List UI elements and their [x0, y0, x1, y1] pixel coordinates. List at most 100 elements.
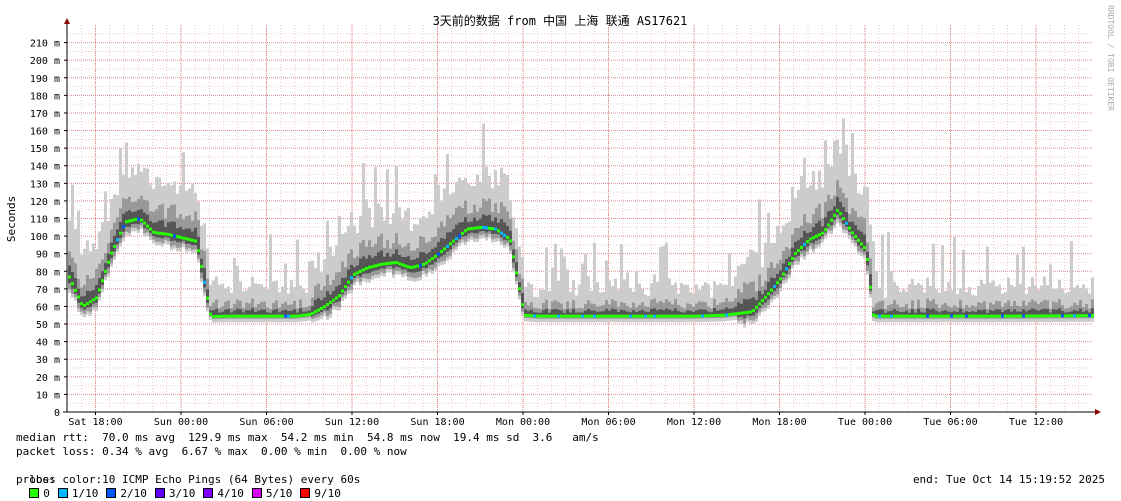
- smoke-band: [527, 282, 530, 322]
- smoke-band: [215, 308, 218, 318]
- median-mark: [959, 314, 962, 318]
- smoke-band: [929, 309, 932, 318]
- median-mark: [794, 251, 797, 255]
- smoke-band: [1055, 309, 1058, 318]
- smoke-band: [98, 278, 101, 294]
- smoke-band: [155, 222, 158, 238]
- smoke-band: [449, 232, 452, 250]
- median-mark: [551, 314, 554, 318]
- median-mark: [575, 314, 578, 318]
- smoke-band: [845, 144, 848, 234]
- smoke-band: [557, 309, 560, 318]
- median-mark: [710, 314, 713, 318]
- smoke-band: [953, 311, 956, 318]
- median-mark: [560, 314, 563, 318]
- smoke-band: [446, 232, 449, 252]
- grid: [67, 25, 1093, 412]
- smoke-band: [254, 283, 257, 323]
- median-mark: [1004, 314, 1007, 318]
- median-mark: [470, 227, 473, 231]
- median-mark: [281, 314, 284, 318]
- smoke-band: [134, 211, 137, 224]
- median-mark: [713, 314, 716, 318]
- y-tick-label: 170 m: [30, 109, 60, 120]
- median-mark: [341, 289, 344, 293]
- smoke-band: [482, 214, 485, 231]
- smoke-band: [341, 277, 344, 295]
- smoke-band: [920, 284, 923, 323]
- smoke-band: [722, 309, 725, 317]
- median-mark: [206, 296, 209, 300]
- smoke-band: [263, 309, 266, 318]
- median-mark: [362, 268, 365, 272]
- smoke-band: [407, 256, 410, 272]
- smoke-band: [467, 183, 470, 242]
- smoke-band: [671, 284, 674, 323]
- smoke-band: [368, 255, 371, 274]
- smoke-band: [962, 249, 965, 323]
- median-mark: [377, 263, 380, 267]
- median-mark: [947, 314, 950, 318]
- smoke-band: [998, 309, 1001, 318]
- smoke-band: [812, 171, 815, 253]
- y-tick-label: 40 m: [36, 338, 60, 349]
- smoke-band: [308, 261, 311, 321]
- smoke-band: [650, 308, 653, 318]
- smoke-band: [674, 308, 677, 318]
- smoke-band: [296, 239, 299, 323]
- smoke-band: [83, 296, 86, 310]
- smoke-band: [656, 310, 659, 318]
- median-mark: [725, 313, 728, 317]
- median-mark: [686, 314, 689, 318]
- smoke-band: [548, 291, 551, 323]
- median-mark: [83, 303, 86, 307]
- smoke-band: [125, 142, 128, 236]
- median-mark: [743, 311, 746, 315]
- smoke-band: [563, 256, 566, 323]
- median-mark: [971, 314, 974, 318]
- smoke-band: [869, 274, 872, 291]
- smoke-band: [227, 309, 230, 318]
- median-mark: [854, 235, 857, 239]
- y-tick-label: 70 m: [36, 285, 60, 296]
- median-mark: [980, 314, 983, 318]
- smoke-band: [728, 253, 731, 321]
- median-mark: [644, 314, 647, 318]
- median-mark: [809, 237, 812, 241]
- median-mark: [962, 314, 965, 318]
- median-mark: [1040, 314, 1043, 318]
- median-mark: [779, 277, 782, 281]
- y-axis-arrow: [64, 18, 70, 24]
- smoke-band: [218, 284, 221, 323]
- smoke-band: [1058, 308, 1061, 318]
- median-mark: [512, 255, 515, 259]
- median-mark: [815, 234, 818, 238]
- median-mark: [890, 314, 893, 318]
- smoke-band: [719, 283, 722, 322]
- smoke-band: [902, 289, 905, 323]
- median-mark: [92, 298, 95, 302]
- smoke-band: [659, 309, 662, 318]
- median-mark: [587, 314, 590, 318]
- smoke-band: [821, 187, 824, 243]
- smoke-band: [560, 310, 563, 318]
- median-mark: [611, 314, 614, 318]
- smoke-band: [854, 173, 857, 247]
- smoke-band: [320, 300, 323, 312]
- smoke-band: [71, 272, 74, 289]
- smoke-band: [881, 309, 884, 318]
- smoke-band: [578, 284, 581, 323]
- median-mark: [989, 314, 992, 318]
- smoke-band: [386, 252, 389, 267]
- smoke-band: [203, 268, 206, 288]
- y-tick-label: 140 m: [30, 162, 60, 173]
- smoke-band: [1043, 308, 1046, 318]
- smoke-band: [1013, 309, 1016, 318]
- smoke-band: [284, 263, 287, 323]
- smoke-band: [335, 286, 338, 303]
- median-mark: [773, 284, 776, 288]
- median-mark: [1022, 314, 1025, 318]
- median-mark: [620, 314, 623, 318]
- smoke-band: [863, 234, 866, 252]
